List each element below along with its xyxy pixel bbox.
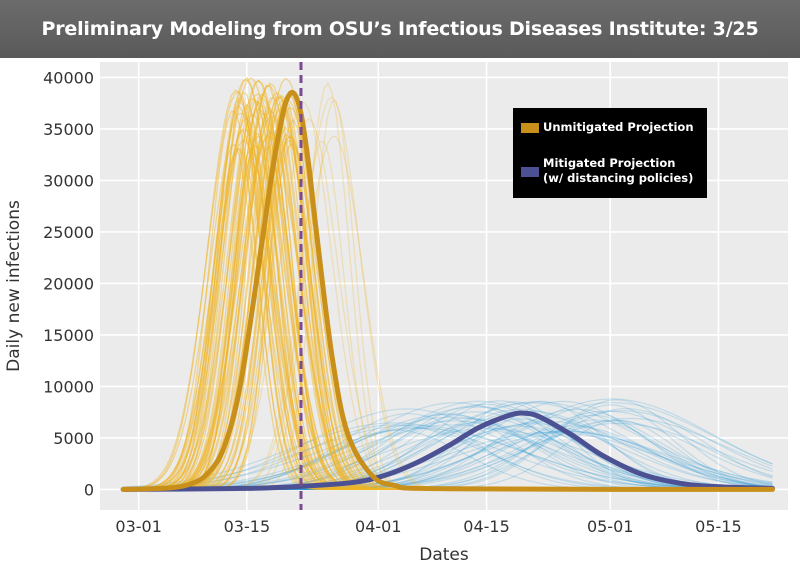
mitigated-simulation-line — [123, 414, 773, 490]
y-tick-label: 30000 — [43, 171, 94, 190]
y-tick-label: 20000 — [43, 274, 94, 293]
chart-title: Preliminary Modeling from OSU’s Infectio… — [41, 18, 759, 40]
grid-lines — [100, 62, 788, 510]
legend-swatch-unmitigated — [521, 123, 539, 133]
legend: Unmitigated Projection Mitigated Project… — [513, 108, 707, 198]
legend-swatch-mitigated — [521, 167, 539, 177]
mitigated-projection-line — [120, 410, 775, 492]
x-axis-label: Dates — [419, 545, 469, 565]
y-tick-label: 40000 — [43, 68, 94, 87]
title-bar: Preliminary Modeling from OSU’s Infectio… — [0, 0, 800, 58]
y-tick-label: 5000 — [53, 429, 94, 448]
unmitigated-projection-line — [120, 90, 775, 492]
y-axis-label: Daily new infections — [4, 200, 24, 372]
x-tick-label: 04-15 — [463, 517, 510, 536]
mitigated-simulation-line — [123, 427, 773, 490]
axes: 0 5000 10000 15000 20000 25000 30000 35000 40000… — [4, 68, 742, 565]
y-tick-label: 35000 — [43, 120, 94, 139]
x-tick-label: 05-01 — [587, 517, 634, 536]
y-tick-label: 15000 — [43, 326, 94, 345]
legend-label-mitigated: Mitigated Projection (w/ distancing poli… — [543, 156, 694, 185]
x-tick-label: 05-15 — [695, 517, 742, 536]
series-lines — [120, 62, 775, 510]
mitigated-simulation-line — [123, 424, 773, 490]
y-tick-label: 25000 — [43, 223, 94, 242]
x-tick-label: 03-15 — [224, 517, 271, 536]
x-tick-label: 03-01 — [115, 517, 162, 536]
legend-label-unmitigated: Unmitigated Projection — [543, 120, 694, 134]
x-tick-label: 04-01 — [355, 517, 402, 536]
y-tick-label: 10000 — [43, 377, 94, 396]
y-tick-label: 0 — [84, 480, 94, 499]
